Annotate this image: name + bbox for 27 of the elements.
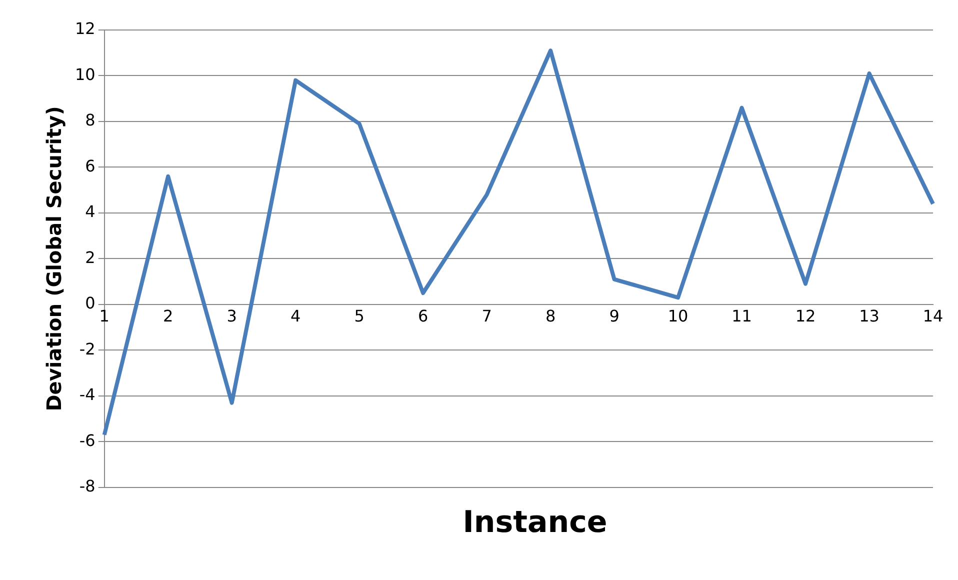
x-tick-label: 7 bbox=[482, 306, 492, 326]
x-tick-label: 11 bbox=[732, 306, 752, 326]
y-tick-label: 0 bbox=[85, 294, 96, 313]
y-tick-label: -8 bbox=[79, 476, 96, 496]
y-tick-label: 4 bbox=[85, 202, 96, 222]
x-tick-label: 2 bbox=[163, 306, 174, 326]
x-tick-label: 12 bbox=[795, 306, 816, 326]
y-tick-label: -6 bbox=[79, 430, 96, 450]
x-tick-label: 1 bbox=[99, 306, 110, 326]
y-tick-label: 2 bbox=[85, 248, 96, 267]
x-tick-label: 4 bbox=[290, 306, 301, 326]
y-tick-label: 12 bbox=[75, 19, 96, 38]
x-axis-title: Instance bbox=[462, 505, 608, 540]
x-tick-label: 10 bbox=[668, 306, 688, 326]
y-tick-label: -4 bbox=[79, 385, 96, 404]
x-tick-label: 14 bbox=[922, 306, 944, 326]
x-tick-label: 3 bbox=[226, 306, 237, 326]
x-tick-label: 6 bbox=[418, 306, 428, 326]
y-tick-label: -2 bbox=[79, 339, 96, 358]
y-tick-label: 10 bbox=[75, 64, 96, 84]
y-tick-label: 6 bbox=[85, 156, 96, 176]
x-tick-label: 5 bbox=[354, 306, 364, 326]
x-tick-label: 8 bbox=[545, 306, 556, 326]
x-tick-label: 13 bbox=[859, 306, 880, 326]
y-tick-label: 8 bbox=[85, 110, 96, 130]
y-axis-title: Deviation (Global Security) bbox=[42, 106, 66, 412]
x-tick-label: 9 bbox=[609, 306, 620, 326]
